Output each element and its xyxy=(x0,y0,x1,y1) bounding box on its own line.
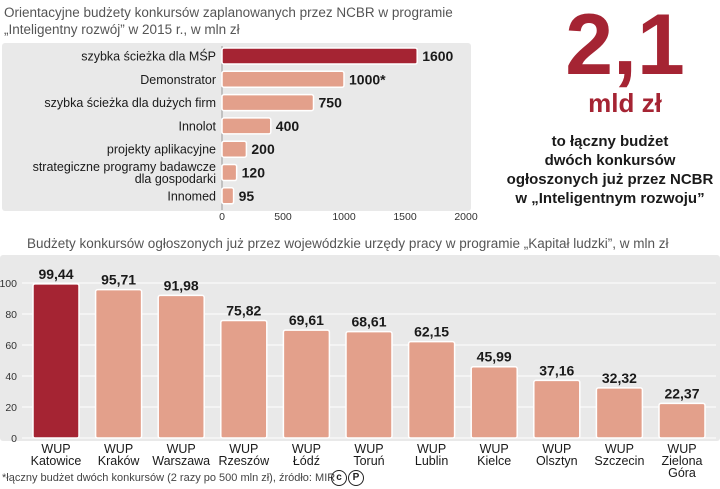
chart2-value-label: 62,15 xyxy=(414,324,449,340)
chart1-title: Orientacyjne budżety konkursów zaplanowa… xyxy=(4,5,453,37)
chart1-category-label: projekty aplikacyjne xyxy=(107,143,216,157)
chart1-category-label: szybka ścieżka dla dużych firm xyxy=(44,96,216,110)
chart1-value-label: 1600 xyxy=(422,48,453,64)
chart2-category-label: WUP Lublin xyxy=(415,442,448,468)
chart1-bar xyxy=(221,47,418,65)
chart1-xtick-label: 0 xyxy=(219,211,225,223)
chart2-category-label: WUP Toruń xyxy=(353,442,384,468)
chart2-ytick-label: 60 xyxy=(5,340,17,352)
chart1-xtick-label: 1000 xyxy=(332,211,356,223)
chart2-category-label: WUP Olsztyn xyxy=(536,442,578,468)
chart2-ytick-label: 100 xyxy=(0,278,17,290)
chart2-ytick-label: 40 xyxy=(5,371,17,383)
chart2-value-label: 22,37 xyxy=(664,385,699,401)
chart2-ytick-label: 80 xyxy=(5,309,17,321)
chart2-category-label: WUP Rzeszów xyxy=(218,442,270,468)
chart1-category-label: Innomed xyxy=(167,189,216,203)
highlight-unit: mld zł xyxy=(588,88,662,118)
chart2-value-label: 75,82 xyxy=(226,302,261,318)
chart2-ytick-label: 20 xyxy=(5,402,17,414)
chart1-bar xyxy=(221,163,238,182)
chart1-bar xyxy=(221,140,248,158)
chart1-value-label: 200 xyxy=(251,141,275,157)
chart2-bar xyxy=(658,402,706,439)
copyright-p-glyph: P xyxy=(348,470,364,486)
chart1-bar xyxy=(221,93,315,112)
copyright-c-glyph: c xyxy=(331,470,347,486)
chart1-value-label: 750 xyxy=(319,95,343,111)
chart1-category-label: Innolot xyxy=(178,119,216,133)
chart2-value-label: 37,16 xyxy=(539,362,574,378)
chart1-value-label: 1000* xyxy=(349,71,386,87)
chart1-bar xyxy=(221,117,272,135)
chart2-value-label: 32,32 xyxy=(602,370,637,386)
chart1-value-label: 95 xyxy=(239,188,255,204)
chart2-bar xyxy=(407,340,456,439)
chart1-xtick-label: 2000 xyxy=(454,211,478,223)
chart2-category-label: WUP Zielona Góra xyxy=(662,442,703,480)
chart2-category-label: WUP Łódź xyxy=(292,442,321,468)
chart2-bar xyxy=(533,379,581,439)
chart2-value-label: 95,71 xyxy=(101,272,136,288)
chart2-category-label: WUP Kielce xyxy=(477,442,511,468)
chart2-value-label: 69,61 xyxy=(289,312,324,328)
chart2-category-label: WUP Kraków xyxy=(98,442,141,468)
chart2-bar xyxy=(470,365,518,439)
chart2-bar xyxy=(345,330,393,439)
chart1-bar xyxy=(221,70,345,89)
chart2-bar xyxy=(220,319,268,439)
highlight-number: 2,1 xyxy=(565,0,685,93)
chart2-value-label: 99,44 xyxy=(38,266,73,282)
chart2-ytick-label: 0 xyxy=(11,433,17,445)
chart1-category-label: strategiczne programy badawcze dla gospod… xyxy=(33,160,216,186)
chart1-xtick-label: 1500 xyxy=(393,211,417,223)
chart1-category-label: szybka ścieżka dla MŚP xyxy=(81,49,216,64)
chart1-bar xyxy=(221,187,235,205)
chart2-value-label: 68,61 xyxy=(351,314,386,330)
chart2-value-label: 45,99 xyxy=(477,349,512,365)
footnote: *łączny budżet dwóch konkursów (2 razy p… xyxy=(2,472,336,484)
highlight-caption: to łączny budżet dwóch konkursów ogłoszo… xyxy=(506,133,714,207)
chart2-bar xyxy=(282,329,331,439)
chart2-title: Budżety konkursów ogłoszonych już przez … xyxy=(27,236,669,251)
chart2-category-label: WUP Szczecin xyxy=(594,442,644,468)
chart1-value-label: 400 xyxy=(276,118,300,134)
chart1-xtick-label: 500 xyxy=(274,211,292,223)
chart2-category-label: WUP Katowice xyxy=(31,442,82,468)
chart2-bar xyxy=(157,294,205,439)
chart2-bar xyxy=(32,283,80,439)
chart1-value-label: 120 xyxy=(242,165,266,181)
chart2-value-label: 91,98 xyxy=(164,277,199,293)
chart1-category-label: Demonstrator xyxy=(140,73,216,87)
chart2-bar xyxy=(595,387,644,439)
chart2-bar xyxy=(94,288,143,439)
chart2-category-label: WUP Warszawa xyxy=(152,442,210,468)
